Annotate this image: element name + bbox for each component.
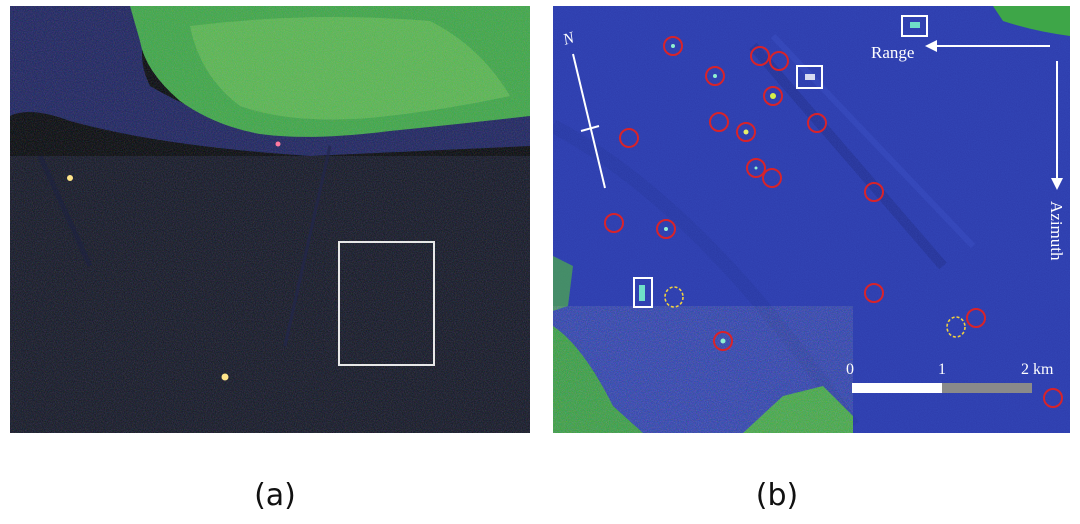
panel-b: N Range Azimuth bbox=[549, 6, 1070, 433]
scale-label-start: 0 bbox=[846, 361, 854, 378]
azimuth-label: Azimuth bbox=[1047, 201, 1066, 261]
ship-marker bbox=[769, 51, 789, 71]
ship-marker bbox=[1043, 388, 1063, 408]
highlight-box bbox=[633, 277, 653, 308]
highlight-box bbox=[338, 241, 435, 366]
ship-marker bbox=[736, 122, 756, 142]
range-arrow: Range bbox=[871, 40, 1050, 62]
panel-a bbox=[10, 6, 530, 433]
highlight-box bbox=[901, 15, 928, 37]
ship-marker bbox=[713, 331, 733, 351]
ship-marker bbox=[750, 46, 770, 66]
ship-marker bbox=[762, 168, 782, 188]
ship-marker bbox=[705, 66, 725, 86]
ship-marker bbox=[966, 308, 986, 328]
ship-marker bbox=[807, 113, 827, 133]
ship-markers bbox=[604, 36, 1063, 408]
caption-b: (b) bbox=[755, 478, 799, 513]
candidate-marker bbox=[664, 286, 684, 308]
scale-label-end: 2 km bbox=[1021, 361, 1054, 378]
ship-marker bbox=[656, 219, 676, 239]
ship-marker bbox=[864, 283, 884, 303]
panel-a-image bbox=[10, 6, 530, 433]
panel-b-image: N Range Azimuth bbox=[549, 6, 1070, 433]
azimuth-arrow: Azimuth bbox=[1047, 61, 1066, 261]
candidate-marker bbox=[946, 316, 966, 338]
ship-marker bbox=[864, 182, 884, 202]
scale-label-mid: 1 bbox=[938, 361, 946, 378]
ship-marker bbox=[604, 213, 624, 233]
caption-a: (a) bbox=[254, 478, 296, 513]
scale-bar: 0 1 2 km bbox=[846, 361, 1054, 393]
highlight-box bbox=[796, 65, 823, 89]
ship-marker bbox=[663, 36, 683, 56]
ship-marker bbox=[763, 86, 783, 106]
ship-marker bbox=[746, 158, 766, 178]
ship-marker bbox=[709, 112, 729, 132]
range-label: Range bbox=[871, 43, 914, 62]
ship-marker bbox=[619, 128, 639, 148]
